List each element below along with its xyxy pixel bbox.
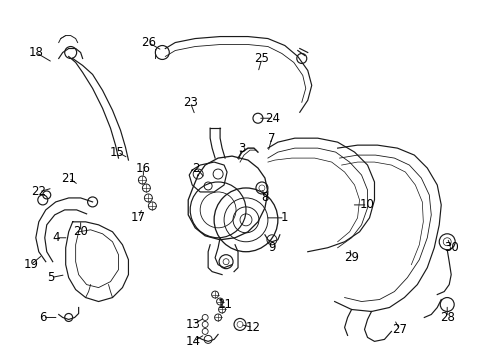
Text: 8: 8: [261, 192, 268, 204]
Text: 15: 15: [110, 145, 124, 159]
Text: 21: 21: [61, 171, 76, 185]
Text: 25: 25: [254, 52, 269, 65]
Text: 26: 26: [141, 36, 156, 49]
Text: 14: 14: [185, 335, 200, 348]
Text: 4: 4: [52, 231, 60, 244]
Text: 2: 2: [192, 162, 200, 175]
Text: 27: 27: [391, 323, 406, 336]
Text: 24: 24: [265, 112, 280, 125]
Text: 23: 23: [183, 96, 197, 109]
Text: 30: 30: [443, 241, 458, 254]
Text: 20: 20: [73, 225, 88, 238]
Text: 10: 10: [359, 198, 374, 211]
Text: 17: 17: [131, 211, 145, 224]
Text: 7: 7: [267, 132, 275, 145]
Text: 19: 19: [23, 258, 38, 271]
Text: 9: 9: [267, 241, 275, 254]
Text: 28: 28: [439, 311, 454, 324]
Text: 16: 16: [136, 162, 151, 175]
Text: 29: 29: [344, 251, 358, 264]
Text: 11: 11: [217, 298, 232, 311]
Text: 22: 22: [31, 185, 46, 198]
Text: 12: 12: [245, 321, 260, 334]
Text: 6: 6: [39, 311, 46, 324]
Text: 3: 3: [238, 141, 245, 155]
Text: 13: 13: [185, 318, 200, 331]
Text: 5: 5: [47, 271, 54, 284]
Text: 1: 1: [281, 211, 288, 224]
Text: 18: 18: [28, 46, 43, 59]
